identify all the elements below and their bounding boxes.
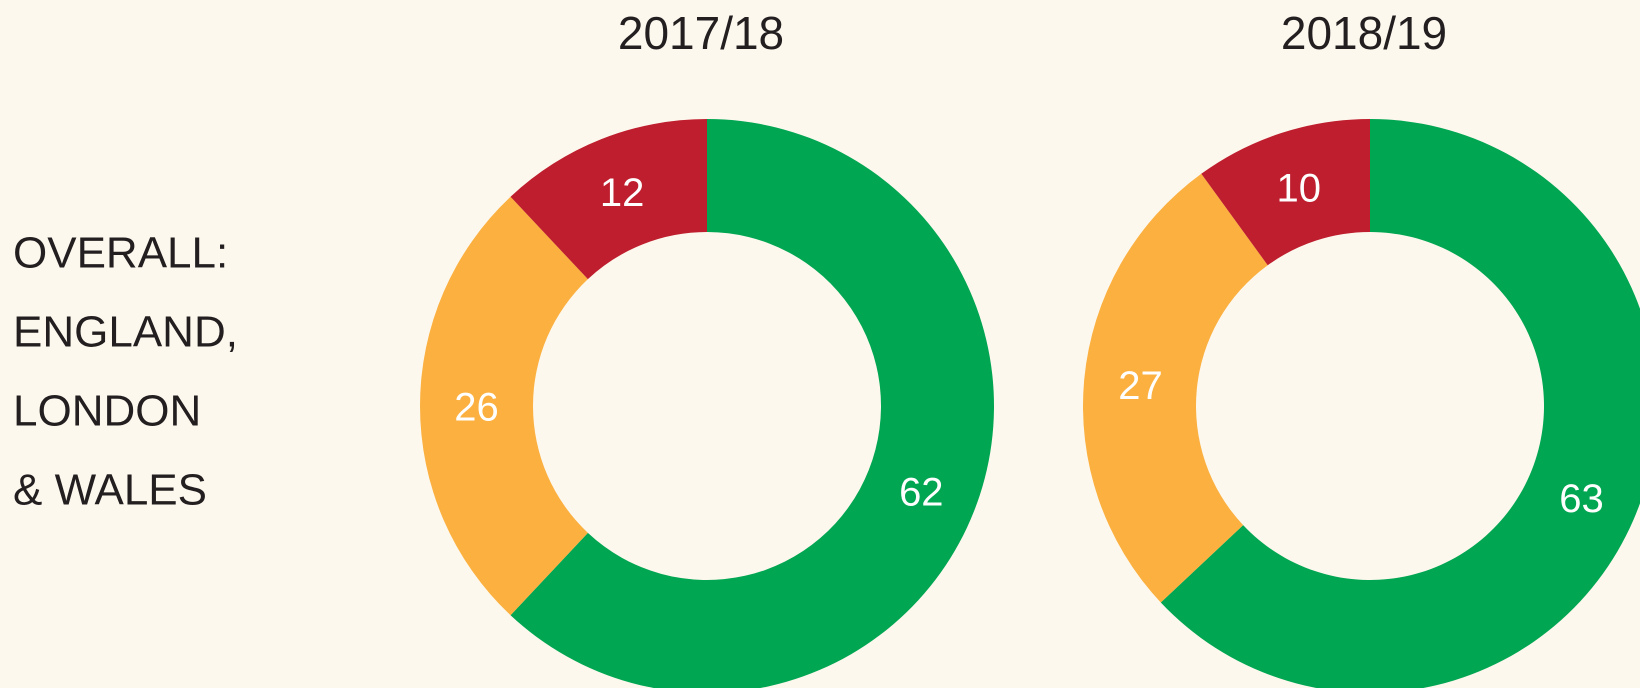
row-label: LONDON <box>13 387 201 436</box>
chart-title: 2018/19 <box>1281 7 1447 59</box>
data-label: 63 <box>1559 477 1604 521</box>
donut-segment <box>510 119 994 688</box>
donut-segment <box>510 119 707 280</box>
row-label: ENGLAND, <box>13 308 238 357</box>
data-label: 10 <box>1277 166 1322 210</box>
row-label: OVERALL: <box>13 229 228 278</box>
row-label: & WALES <box>13 466 207 515</box>
data-label: 26 <box>454 386 499 430</box>
chart-title: 2017/18 <box>618 7 784 59</box>
data-label: 62 <box>899 470 944 514</box>
donut-segment <box>1160 119 1640 688</box>
donut-segment <box>420 196 588 616</box>
data-label: 12 <box>600 171 645 215</box>
donut-segment <box>1082 173 1268 603</box>
donut-segment <box>1201 119 1370 266</box>
data-label: 27 <box>1118 364 1163 408</box>
